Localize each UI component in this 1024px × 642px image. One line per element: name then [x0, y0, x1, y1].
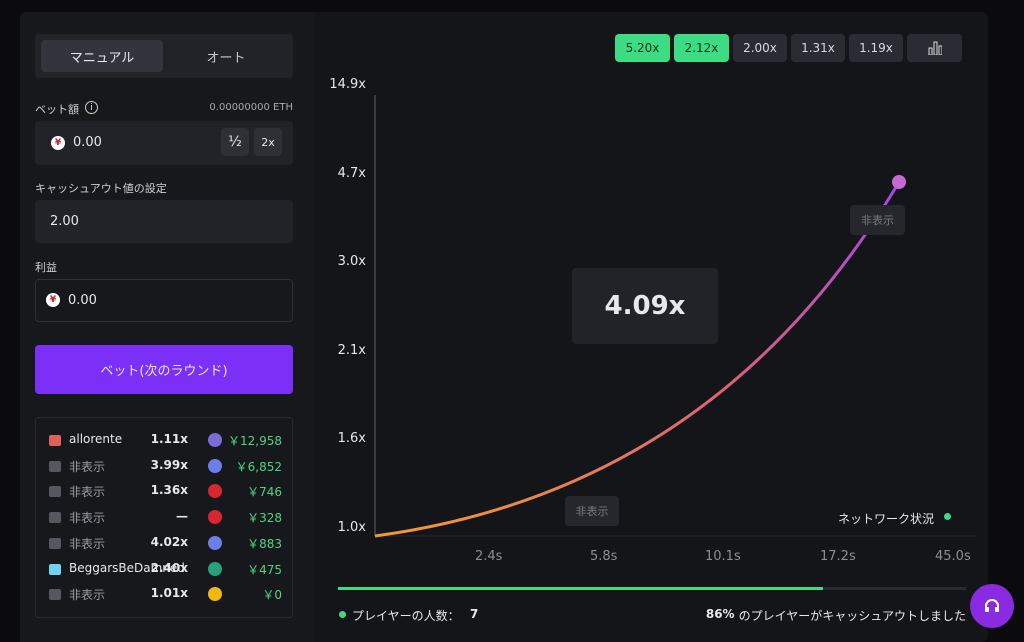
cashout-summary: 86% のプレイヤーがキャッシュアウトしました [706, 607, 966, 624]
stats-button[interactable] [907, 34, 962, 62]
coin-icon [208, 510, 222, 525]
half-button[interactable]: ½ [221, 128, 249, 156]
stats-icon [928, 41, 942, 55]
coin-icon [208, 561, 222, 576]
coin-icon [208, 535, 222, 550]
player-amount: ￥0 [262, 588, 282, 603]
history-chip[interactable]: 5.20x [615, 34, 670, 62]
player-amount: ￥475 [247, 562, 282, 577]
player-amount: ￥6,852 [235, 459, 282, 474]
history-chip[interactable]: 2.12x [674, 34, 729, 62]
headset-icon [985, 599, 999, 612]
player-multiplier: 4.02x [150, 534, 188, 549]
x-label: 17.2s [820, 549, 856, 564]
tab-manual[interactable]: マニュアル [41, 40, 163, 72]
crash-curve [374, 181, 901, 538]
x-label: 5.8s [590, 549, 618, 564]
side-panel [20, 12, 315, 642]
player-amount: ￥12,958 [228, 434, 282, 448]
network-dot [944, 513, 951, 520]
player-row: 非表示 — ￥328 [36, 507, 294, 527]
cashout-input[interactable] [35, 200, 293, 243]
player-multiplier: 3.99x [150, 457, 188, 472]
y-label: 14.9x [329, 77, 366, 92]
player-name: 非表示 [69, 459, 106, 474]
player-multiplier: 1.01x [150, 586, 188, 601]
player-row: BeggarsBeDamned 2.40x ￥475 [36, 559, 294, 579]
player-name: allorente [69, 432, 123, 446]
player-amount: ￥746 [247, 485, 282, 500]
player-icon [49, 435, 61, 446]
double-button[interactable]: 2x [254, 128, 282, 156]
y-label: 2.1x [337, 343, 366, 358]
player-name: 非表示 [69, 588, 106, 603]
profit-value: 0.00 [68, 293, 97, 308]
profit-input [35, 279, 293, 322]
player-row: 非表示 1.36x ￥746 [36, 481, 294, 501]
graph [374, 95, 976, 538]
cashout-percent: 86% [705, 607, 735, 621]
player-row: 非表示 4.02x ￥883 [36, 533, 294, 553]
player-row: 非表示 1.01x ￥0 [36, 584, 294, 604]
network-status: ネットワーク状況 [838, 512, 935, 526]
players-label: プレイヤーの人数： [352, 609, 460, 623]
support-button[interactable] [970, 584, 1014, 628]
status-dot [339, 611, 346, 618]
player-icon [49, 589, 61, 601]
x-label: 45.0s [935, 549, 971, 564]
player-icon [49, 537, 61, 549]
player-name: BeggarsBeDamned [69, 560, 185, 575]
history-bar: 5.20x 2.12x 2.00x 1.31x 1.19x [615, 34, 967, 62]
player-row: allorente 1.11x ￥12,958 [36, 430, 294, 450]
bet-input[interactable] [35, 121, 293, 165]
profit-label: 利益 [35, 261, 57, 274]
player-multiplier: 1.36x [150, 483, 188, 498]
player-multiplier: 1.11x [150, 432, 188, 446]
x-label: 10.1s [705, 549, 741, 564]
players-count: 7 [470, 607, 479, 621]
bet-label: ベット額 [35, 103, 79, 116]
player-amount: ￥328 [247, 511, 282, 526]
player-list: allorente 1.11x ￥12,958 非表示 3.99x ￥6,852 非表示 1.… [35, 417, 293, 618]
tab-auto[interactable]: オート [206, 50, 246, 66]
yen-icon: ¥ [51, 136, 65, 150]
info-icon[interactable]: i [85, 101, 98, 114]
history-chip[interactable]: 1.19x [849, 34, 903, 62]
player-icon [49, 563, 61, 575]
hidden-tag: 非表示 [565, 496, 619, 526]
yen-icon: ¥ [46, 293, 60, 307]
player-name: 非表示 [69, 511, 106, 526]
x-label: 2.4s [475, 549, 503, 564]
curve-head [892, 175, 906, 189]
player-icon [49, 460, 61, 472]
player-name: 非表示 [69, 485, 106, 500]
cashout-text: のプレイヤーがキャッシュアウトしました [738, 609, 966, 623]
bet-button[interactable]: ベット(次のラウンド) [35, 345, 293, 394]
player-name: 非表示 [69, 536, 106, 551]
player-icon [49, 486, 61, 498]
y-label: 1.6x [337, 431, 366, 446]
coin-icon [208, 433, 222, 447]
player-amount: ￥883 [247, 536, 282, 551]
y-label: 1.0x [337, 520, 366, 535]
player-icon [49, 512, 61, 524]
history-chip[interactable]: 2.00x [733, 34, 787, 62]
balance: 0.00000000 ETH [209, 102, 293, 113]
y-label: 4.7x [337, 166, 366, 181]
history-chip[interactable]: 1.31x [791, 34, 845, 62]
player-multiplier: 2.40x [150, 560, 188, 575]
cashout-value: 2.00 [50, 214, 79, 229]
y-label: 3.0x [337, 254, 366, 269]
bet-amount: 0.00 [73, 135, 102, 150]
progress-fill [338, 587, 823, 590]
hidden-tag: 非表示 [850, 205, 905, 235]
player-multiplier: — [176, 509, 188, 524]
coin-icon [208, 484, 222, 499]
current-multiplier: 4.09x [572, 268, 718, 344]
player-row: 非表示 3.99x ￥6,852 [36, 456, 294, 476]
coin-icon [208, 458, 222, 473]
coin-icon [208, 587, 222, 602]
cashout-label: キャッシュアウト値の設定 [35, 182, 167, 195]
